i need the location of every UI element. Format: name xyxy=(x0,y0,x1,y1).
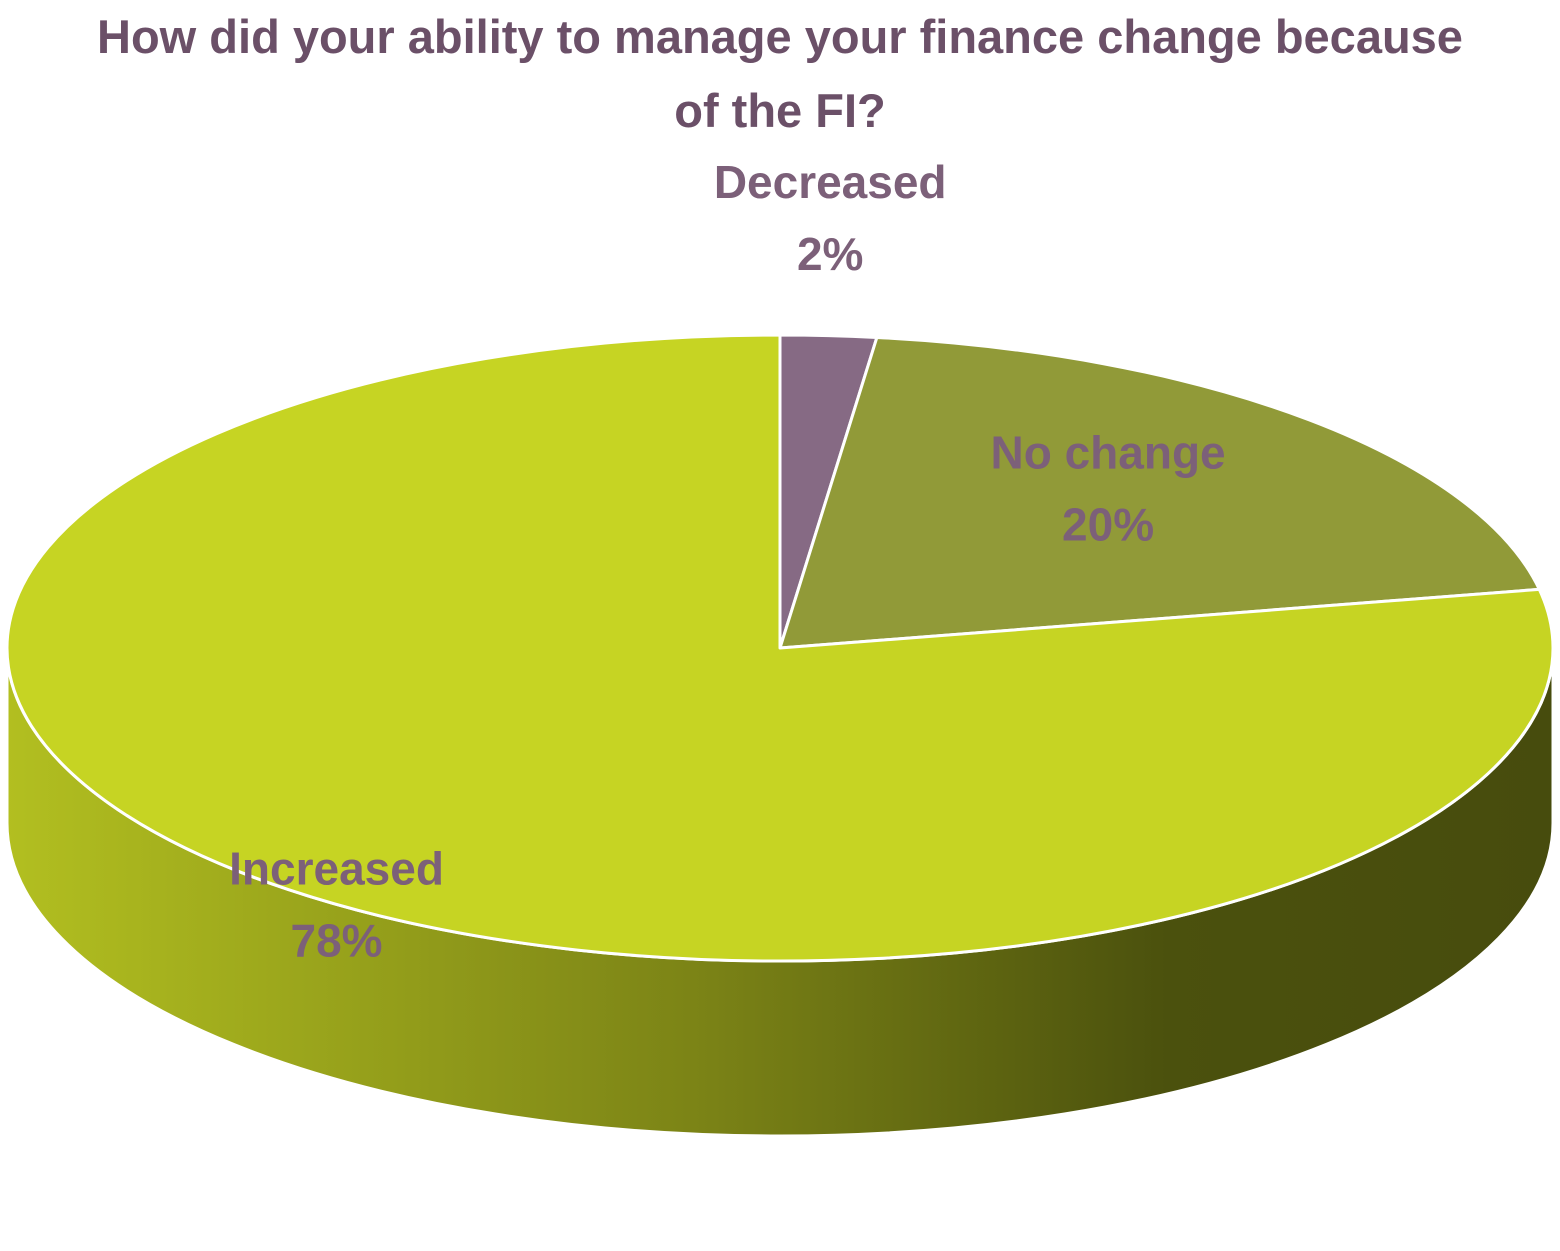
slice-value-label: 78% xyxy=(291,915,383,967)
pie-slice xyxy=(5,333,1555,963)
slice-value-label: 2% xyxy=(797,228,863,280)
pie-tops xyxy=(5,333,1555,963)
slice-value-label: 20% xyxy=(1062,499,1154,551)
slice-label: Decreased xyxy=(714,156,947,208)
pie-labels: Decreased 2% No change 20% Increased 78% xyxy=(229,156,1226,967)
chart-title: How did your ability to manage your fina… xyxy=(97,10,1463,137)
slice-label: No change xyxy=(990,427,1225,479)
slice-label: Increased xyxy=(229,843,444,895)
pie-slice xyxy=(778,335,1541,650)
